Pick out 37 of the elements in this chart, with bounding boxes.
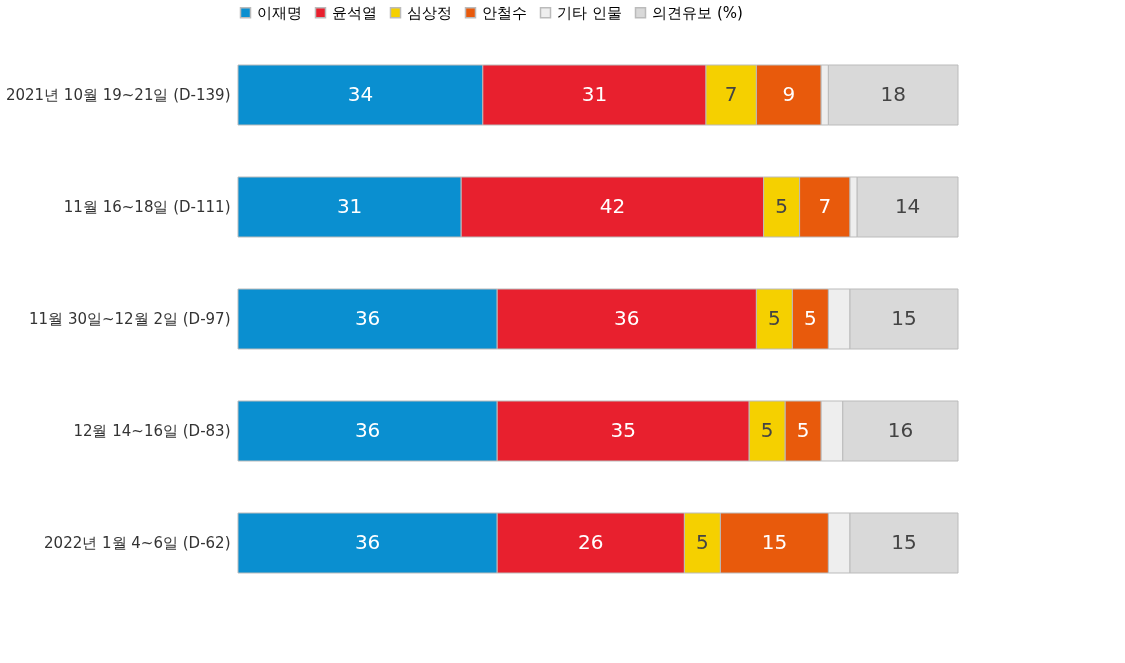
legend-title: (%) — [717, 4, 743, 22]
data-label: 14 — [894, 194, 921, 218]
data-label: 31 — [581, 82, 608, 106]
legend-label: 안철수 — [482, 3, 527, 22]
data-label: 5 — [760, 418, 774, 442]
data-label: 36 — [354, 530, 381, 554]
data-label: 15 — [761, 530, 788, 554]
legend-label: 윤석열 — [332, 3, 377, 22]
data-label: 5 — [775, 194, 788, 218]
data-label: 15 — [891, 306, 917, 330]
data-label: 5 — [768, 306, 781, 330]
data-label: 36 — [614, 306, 640, 330]
data-label: 5 — [804, 306, 817, 330]
data-label: 36 — [354, 418, 381, 442]
data-label: 7 — [724, 82, 738, 106]
legend-label: 기타 인물 — [557, 3, 622, 22]
y-tick-label: 2022년 1월 4~6일 (D-62) — [44, 534, 231, 552]
data-label: 36 — [354, 306, 381, 330]
data-label: 5 — [796, 418, 810, 442]
y-tick-label: 11월 30일~12월 2일 (D-97) — [29, 310, 231, 328]
y-tick-label: 11월 16~18일 (D-111) — [63, 198, 231, 216]
data-label: 42 — [599, 194, 626, 218]
y-tick-label: 12월 14~16일 (D-83) — [73, 422, 231, 440]
data-label: 7 — [818, 194, 832, 218]
data-label: 9 — [782, 82, 796, 106]
legend-label: 심상정 — [407, 3, 452, 22]
data-label: 26 — [578, 530, 604, 554]
data-label: 18 — [880, 82, 906, 106]
y-tick-label: 2021년 10월 19~21일 (D-139) — [5, 86, 231, 104]
data-label: 34 — [347, 82, 374, 106]
data-label: 35 — [610, 418, 636, 442]
data-label: 31 — [336, 194, 363, 218]
data-label: 15 — [891, 530, 917, 554]
data-label: 5 — [696, 530, 709, 554]
legend-label: 이재명 — [257, 3, 302, 22]
data-label: 16 — [887, 418, 914, 442]
legend-label: 의견유보 — [652, 3, 712, 22]
